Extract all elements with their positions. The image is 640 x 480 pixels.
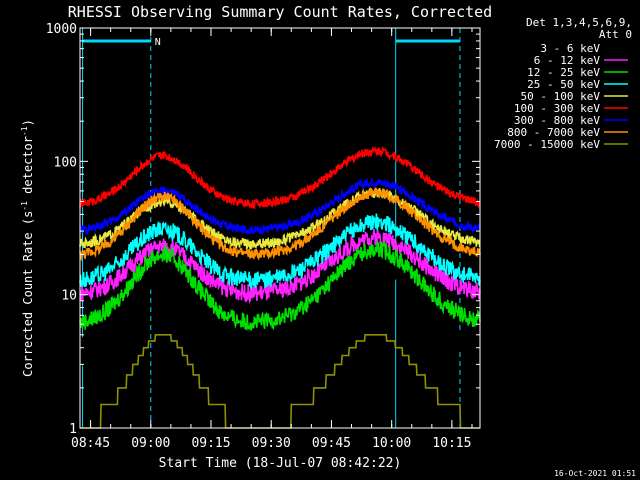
x-tick-label: 10:00 [372,436,411,451]
y-tick-label: 10 [61,289,77,304]
y-axis-label-sup1: -1 [20,201,29,211]
legend-header-det: Det 1,3,4,5,6,9, [526,16,632,29]
y-axis-label-end: ) [21,119,35,126]
legend-label: 7000 - 15000 keV [494,138,600,151]
legend-label: 800 - 7000 keV [507,126,600,139]
series-line [79,177,481,236]
legend-label: 25 - 50 keV [527,78,600,91]
legend-label: 50 - 100 keV [521,90,601,103]
y-axis-label-sup2: -1 [20,126,29,136]
x-tick-label: 10:15 [432,436,471,451]
x-tick-label: 09:15 [191,436,230,451]
y-tick-label: 1 [69,422,77,437]
x-tick-label: 08:45 [71,436,110,451]
series-line [79,228,481,304]
legend-header-att: Att 0 [599,28,632,41]
legend-label: 6 - 12 keV [534,54,601,67]
series-line [79,213,481,291]
attenuator-label: N [155,37,161,48]
legend-label: 12 - 25 keV [527,66,600,79]
y-tick-label: 100 [54,155,77,170]
x-axis-label: Start Time (18-Jul-07 08:42:22) [159,456,402,471]
x-tick-label: 09:45 [312,436,351,451]
y-axis-label: Corrected Count Rate (s-1 detector-1) [20,119,35,377]
series-line [79,241,481,331]
legend-label: 3 - 6 keV [540,42,600,55]
x-tick-label: 09:30 [252,436,291,451]
chart-title: RHESSI Observing Summary Count Rates, Co… [68,3,492,21]
series-line [79,246,481,369]
plot-frame [79,27,481,429]
y-tick-label: 1000 [46,22,77,37]
legend-label: 300 - 800 keV [514,114,600,127]
x-tick-label: 09:00 [131,436,170,451]
y-axis-label-mid: detector [21,136,35,201]
y-axis-label-main: Corrected Count Rate (s [21,211,35,377]
series-line [79,145,481,210]
footer-timestamp: 16-Oct-2021 01:51 [554,469,636,478]
legend-label: 100 - 300 keV [514,102,600,115]
series-line [79,187,481,262]
